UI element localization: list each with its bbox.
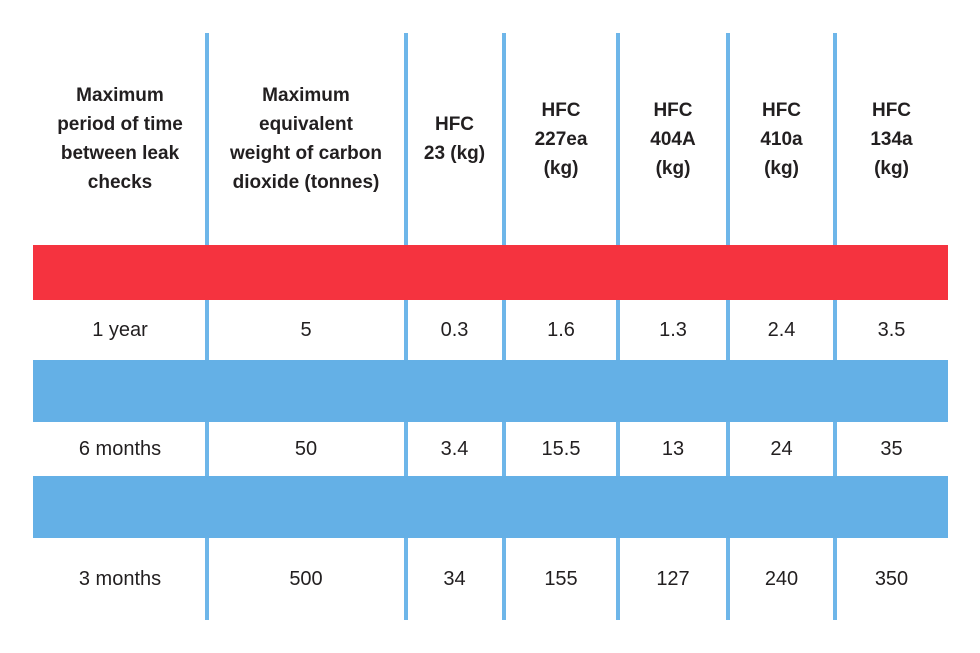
header-cell-hfc-404a: HFC 404A (kg): [650, 99, 696, 179]
value-cell-hfc-227ea: 155: [544, 567, 578, 590]
table-row-6-months: 6 months 50 3.4 15.5 13 24 35: [33, 422, 948, 476]
header-cell-hfc-227ea: HFC 227ea (kg): [534, 99, 588, 179]
blue-highlight-bar-1: [33, 360, 948, 422]
value-cell-hfc-134a: 35: [880, 437, 903, 460]
value-cell-hfc-134a: 3.5: [877, 318, 906, 341]
header-cell-co2-weight: Maximum equivalent weight of carbon diox…: [230, 85, 382, 193]
value-cell-hfc-410a: 2.4: [767, 318, 796, 341]
column-divider-2: [404, 33, 408, 620]
value-cell-hfc-227ea: 1.6: [547, 318, 575, 341]
red-highlight-bar: [33, 245, 948, 300]
column-divider-6: [833, 33, 837, 620]
period-label-cell: 1 year: [92, 318, 148, 341]
value-cell-co2: 50: [294, 437, 318, 460]
value-cell-hfc-404a: 1.3: [659, 318, 687, 341]
column-divider-4: [616, 33, 620, 620]
value-cell-hfc-23: 0.3: [440, 318, 469, 341]
period-label-cell: 6 months: [78, 437, 162, 460]
header-cell-leak-check-period: Maximum period of time between leak chec…: [57, 85, 183, 193]
header-cell-hfc-410a: HFC 410a (kg): [760, 99, 803, 179]
value-cell-hfc-23: 34: [443, 567, 466, 590]
value-cell-co2: 5: [300, 318, 312, 341]
value-cell-hfc-134a: 350: [874, 567, 909, 590]
table-row-3-months: 3 months 500 34 155 127 240 350: [33, 538, 948, 620]
value-cell-hfc-23: 3.4: [440, 437, 469, 460]
header-cell-hfc-23: HFC 23 (kg): [423, 114, 486, 164]
header-row: Maximum period of time between leak chec…: [33, 33, 948, 245]
value-cell-hfc-410a: 24: [770, 437, 793, 460]
value-cell-hfc-410a: 240: [764, 567, 799, 590]
column-divider-3: [502, 33, 506, 620]
value-cell-hfc-404a: 127: [656, 567, 690, 590]
table-row-1-year: 1 year 5 0.3 1.6 1.3 2.4 3.5: [33, 300, 948, 360]
value-cell-co2: 500: [289, 567, 323, 590]
value-cell-hfc-227ea: 15.5: [541, 437, 581, 460]
blue-highlight-bar-2: [33, 476, 948, 538]
column-divider-1: [205, 33, 209, 620]
value-cell-hfc-404a: 13: [661, 437, 685, 460]
header-cell-hfc-134a: HFC 134a (kg): [870, 99, 913, 179]
period-label-cell: 3 months: [78, 567, 162, 590]
column-divider-5: [726, 33, 730, 620]
